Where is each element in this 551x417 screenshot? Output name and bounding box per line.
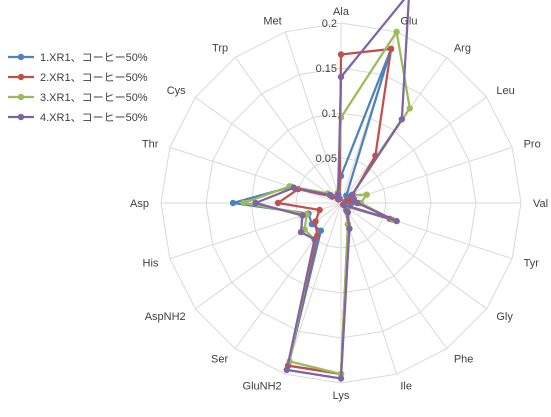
data-point [283,366,290,374]
legend-swatch-marker [17,53,25,61]
data-point [393,217,400,225]
category-label: Leu [496,85,514,97]
category-label: Ser [211,353,228,365]
category-label: Met [263,15,281,27]
tick-label: 0.1 [322,108,337,120]
data-point [340,201,348,209]
legend-item: 3.XR1、コーヒー50% [8,91,148,104]
data-point [335,191,342,198]
category-label: Thr [142,139,159,151]
legend-label: 1.XR1、コーヒー50% [40,51,148,64]
legend-item: 4.XR1、コーヒー50% [8,111,148,124]
category-label: His [143,257,159,269]
data-point [344,197,352,204]
category-label: Phe [454,353,474,365]
legend-item: 2.XR1、コーヒー50% [8,71,148,84]
grid-spoke-18 [234,57,342,204]
category-label: Gly [496,311,513,323]
series-1 [229,45,395,378]
legend-swatch-marker [17,73,25,81]
data-point [387,45,395,53]
data-point [252,199,259,207]
tick-labels: 0.05 0.1 0.15 0.2 [316,18,337,165]
tick-label: 0.15 [316,63,337,75]
category-label: AspNH2 [145,311,186,323]
series-4 [252,0,410,382]
category-label: Lys [333,390,350,402]
data-point [299,212,306,219]
category-label: Cys [167,85,186,97]
grid-spoke-16 [169,146,342,204]
data-point [393,28,400,36]
data-point [274,199,282,207]
grid-spoke-19 [284,31,342,204]
data-point [406,105,413,112]
category-label: Ala [333,6,350,18]
category-labels: Ala Glu Arg Leu Pro Val Tyr Gly Phe Ile Lys GluNH2 S… [130,6,548,402]
legend: 1.XR1、コーヒー50% 2.XR1、コーヒー50% 3.XR1、コーヒー50% 4… [8,51,148,124]
grid-spoke-8 [340,202,448,349]
data-point [312,218,319,225]
legend-swatch-marker [17,113,25,121]
data-point [354,199,361,207]
data-point [326,191,334,199]
category-label: Ile [400,381,412,393]
grid-spoke-3 [340,96,487,204]
legend-item: 1.XR1、コーヒー50% [8,51,148,64]
category-label: Glu [400,15,417,27]
grid-spoke-17 [195,96,342,204]
data-point [229,199,237,207]
data-point [337,73,345,81]
data-point [363,191,370,198]
category-label: Pro [524,139,541,151]
category-label: Val [533,198,548,210]
category-label: Trp [212,43,228,55]
legend-label: 2.XR1、コーヒー50% [40,71,148,84]
data-point [346,225,353,232]
data-point [240,199,247,207]
series-layer [229,0,413,382]
grid-spoke-7 [340,202,487,310]
data-point [317,227,325,234]
data-point [398,116,406,123]
grid-spoke-14 [169,202,342,260]
tick-label: 0.2 [322,18,337,30]
data-point [297,228,305,236]
data-point [337,375,345,382]
grid-spoke-13 [195,202,342,310]
legend-label: 3.XR1、コーヒー50% [40,91,148,104]
data-point [290,184,298,191]
data-point [316,206,323,214]
grid-spoke-12 [234,202,342,349]
data-point [337,51,345,58]
tick-label: 0.05 [316,153,337,165]
data-point [311,236,318,243]
data-point [344,208,351,215]
category-label: GluNH2 [243,381,282,393]
legend-label: 4.XR1、コーヒー50% [40,111,148,124]
category-label: Asp [130,198,149,210]
category-label: Arg [454,43,471,55]
category-label: Tyr [524,257,540,269]
legend-swatch-marker [17,93,25,101]
grid-spoke-11 [284,202,342,375]
